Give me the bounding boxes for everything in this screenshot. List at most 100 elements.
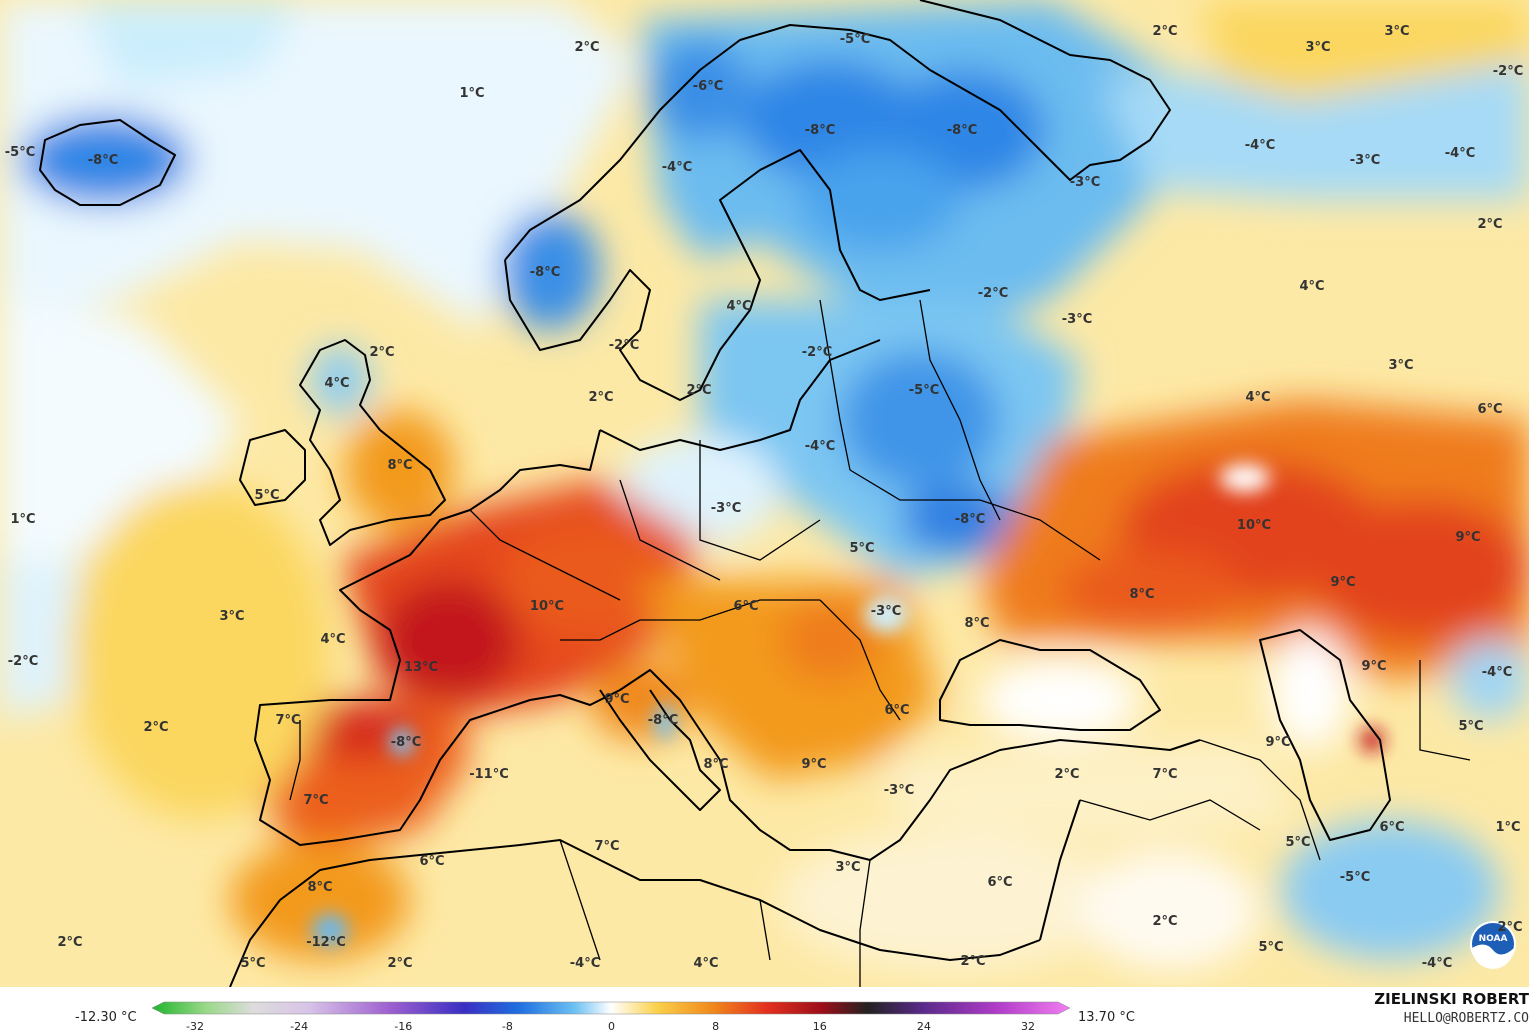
temperature-label: 7°C [303,793,328,808]
colorbar-tick-label: -32 [186,1020,204,1033]
temperature-label: 4°C [1299,279,1324,294]
temperature-label: -12°C [306,935,346,950]
temperature-label: -3°C [884,783,914,798]
temperature-label: 4°C [320,632,345,647]
temperature-label: -8°C [805,123,835,138]
temperature-label: 9°C [604,692,629,707]
temperature-labels: 2°C 1°C -5°C 2°C 3°C 3°C -2°C -5°C -8°C -6°C -8°C -… [5,24,1523,971]
temperature-label: 13°C [404,660,438,675]
colorbar-tick-label: 0 [608,1020,615,1033]
temperature-label: 8°C [387,458,412,473]
temperature-label: 2°C [574,40,599,55]
colorbar-tick-label: 8 [712,1020,719,1033]
coastlines [39,0,1391,987]
temperature-label: 6°C [1379,820,1404,835]
temperature-label: 7°C [1152,767,1177,782]
colorbar-footer: -12.30 °C -32 -24 -16 -8 0 8 16 24 32 13.70 °C Z… [0,987,1529,1035]
anomaly-spots [312,464,1384,946]
temperature-label: -4°C [1422,956,1452,971]
temperature-label: 4°C [693,956,718,971]
temperature-label: 10°C [530,599,564,614]
author-credit: ZIELINSKI ROBERT [1374,990,1529,1008]
temperature-label: 6°C [419,854,444,869]
temperature-label: 2°C [686,383,711,398]
temperature-label: 2°C [1152,914,1177,929]
temperature-label: -3°C [871,604,901,619]
temperature-label: -3°C [1062,312,1092,327]
temperature-label: 4°C [1245,390,1270,405]
temperature-label: -2°C [8,654,38,669]
temperature-label: -4°C [1482,665,1512,680]
temperature-label: 5°C [240,956,265,971]
anomaly-field [0,0,1529,970]
temperature-label: 9°C [1361,659,1386,674]
temperature-label: 6°C [987,875,1012,890]
temperature-label: 2°C [143,720,168,735]
temperature-label: 2°C [1477,217,1502,232]
temperature-label: 5°C [1285,835,1310,850]
temperature-label: 9°C [1455,530,1480,545]
temperature-label: -4°C [1445,146,1475,161]
temperature-label: 4°C [324,376,349,391]
temperature-label: -8°C [391,735,421,750]
temperature-label: 7°C [594,839,619,854]
temperature-label: 9°C [1330,575,1355,590]
temperature-label: -6°C [693,79,723,94]
temperature-label: -4°C [570,956,600,971]
temperature-label: -8°C [88,153,118,168]
temperature-label: -4°C [805,439,835,454]
country-borders [289,299,1471,987]
temperature-label: 4°C [726,299,751,314]
temperature-label: 1°C [10,512,35,527]
author-email: HELLO@ROBERTZ.CO [1404,1011,1529,1026]
temperature-label: 8°C [1129,587,1154,602]
colorbar-max-label: 13.70 °C [1078,1010,1135,1025]
temperature-label: 2°C [1497,920,1522,935]
temperature-label: 8°C [307,880,332,895]
temperature-label: -3°C [1350,153,1380,168]
temperature-label: 2°C [1054,767,1079,782]
colorbar [151,1001,1071,1015]
temperature-label: -3°C [711,501,741,516]
temperature-label: 1°C [459,86,484,101]
temperature-label: -5°C [909,383,939,398]
temperature-label: 3°C [1388,358,1413,373]
temperature-label: 8°C [703,757,728,772]
noaa-logo: NOAA [1470,921,1516,969]
temperature-label: 5°C [849,541,874,556]
temperature-label: 3°C [219,609,244,624]
temperature-label: -2°C [609,338,639,353]
temperature-label: -5°C [840,32,870,47]
temperature-label: 2°C [588,390,613,405]
colorbar-ticks: -32 -24 -16 -8 0 8 16 24 32 [186,1020,1035,1033]
temperature-label: -2°C [1493,64,1523,79]
temperature-label: -8°C [648,713,678,728]
temperature-label: -4°C [662,160,692,175]
temperature-label: 2°C [387,956,412,971]
temperature-label: 1°C [1495,820,1520,835]
temperature-label: 2°C [369,345,394,360]
colorbar-tick-label: -8 [502,1020,513,1033]
colorbar-tick-label: 24 [917,1020,931,1033]
temperature-label: 9°C [1265,735,1290,750]
temperature-label: -2°C [802,345,832,360]
temperature-label: -8°C [947,123,977,138]
temperature-label: 6°C [1477,402,1502,417]
temperature-label: 3°C [1305,40,1330,55]
colorbar-min-label: -12.30 °C [75,1010,137,1025]
temperature-label: 6°C [733,599,758,614]
temperature-label: -5°C [1340,870,1370,885]
temperature-label: 8°C [964,616,989,631]
temperature-label: 5°C [1258,940,1283,955]
colorbar-tick-label: 32 [1021,1020,1035,1033]
temperature-label: -2°C [978,286,1008,301]
temperature-label: 5°C [254,488,279,503]
temperature-label: 6°C [884,703,909,718]
temperature-label: 3°C [1384,24,1409,39]
temperature-label: 2°C [57,935,82,950]
colorbar-tick-label: -16 [394,1020,412,1033]
temperature-anomaly-map: NOAA 2°C 1°C -5°C 2°C 3°C 3°C -2°C -5°C -8°C -6°C… [0,0,1529,987]
temperature-label: -4°C [1245,138,1275,153]
colorbar-tick-label: 16 [813,1020,827,1033]
temperature-label: 2°C [960,954,985,969]
